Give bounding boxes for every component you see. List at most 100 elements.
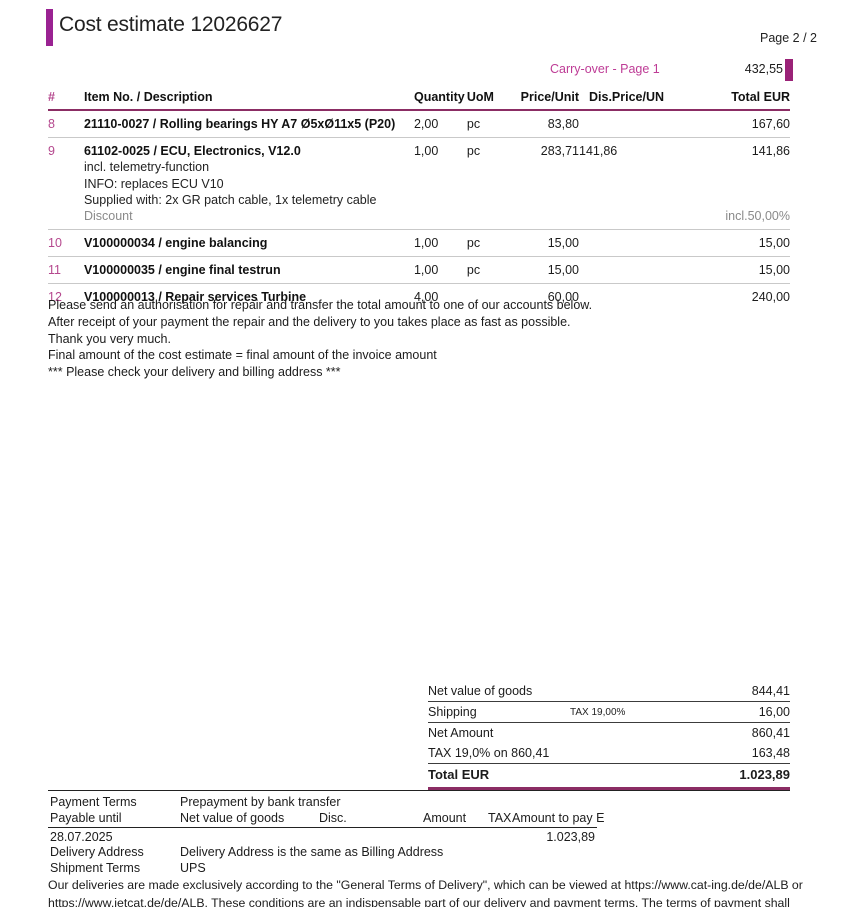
payment-terms-block: Payment Terms Prepayment by bank transfe… — [48, 790, 790, 877]
delivery-address-label: Delivery Address — [50, 845, 144, 859]
footer-line: https://www.jetcat.de/de/ALB. These cond… — [48, 896, 790, 907]
item-description: 61102-0025 / ECU, Electronics, V12.0 — [83, 144, 301, 158]
col-header-num: # — [48, 88, 84, 111]
total-label: Net Amount — [428, 726, 494, 740]
col-header-description: Item No. / Description — [83, 88, 414, 111]
item-price-unit: 15,00 — [520, 228, 579, 256]
total-value: 860,41 — [751, 726, 790, 740]
item-dis-price: 141,86 — [579, 137, 665, 229]
item-uom: pc — [466, 255, 521, 283]
notes-block: Please send an authorisation for repair … — [48, 297, 648, 381]
payment-terms-value: Prepayment by bank transfer — [180, 795, 341, 809]
item-quantity: 1,00 — [413, 255, 467, 283]
total-value: 1.023,89 — [739, 767, 790, 782]
col-header-dis-price: Dis.Price/UN — [579, 88, 665, 111]
carry-over-accent-bar — [785, 59, 793, 81]
item-total: 167,60 — [751, 117, 790, 131]
row-number: 8 — [48, 117, 55, 131]
shipping-tax-note: TAX 19,00% — [570, 707, 626, 718]
item-total: 141,86 — [751, 144, 790, 158]
item-description: V100000035 / engine final testrun — [83, 262, 281, 277]
total-row-net-goods: Net value of goods 844,41 — [428, 681, 790, 702]
footer-legal-text: Our deliveries are made exclusively acco… — [48, 876, 836, 907]
table-row: 9 61102-0025 / ECU, Electronics, V12.0 i… — [48, 137, 790, 229]
items-table: # Item No. / Description Quantity UoM Pr… — [48, 88, 790, 310]
carry-over-label: Carry-over - Page 1 — [550, 62, 660, 76]
item-dis-price — [579, 110, 664, 138]
payment-col-net-goods: Net value of goods — [180, 811, 285, 825]
total-label: Total EUR — [428, 767, 490, 782]
item-quantity: 1,00 — [413, 137, 467, 229]
total-value: 163,48 — [751, 746, 790, 760]
item-total: 240,00 — [664, 282, 790, 310]
note-line: Thank you very much. — [48, 331, 171, 346]
footer-line: Our deliveries are made exclusively acco… — [48, 878, 803, 892]
item-price-unit: 60,00 — [520, 282, 579, 310]
item-description: 21110-0027 / Rolling bearings HY A7 Ø5xØ… — [83, 117, 396, 131]
title-accent-bar — [46, 9, 53, 46]
total-label: TAX 19,0% on 860,41 — [428, 746, 550, 760]
item-discount-value: incl.50,00% — [725, 208, 790, 223]
payable-until-label: Payable until — [50, 811, 122, 825]
item-dis-price — [579, 255, 665, 283]
item-description: V100000013 / Repair services Turbine — [83, 289, 307, 304]
total-row-grand: Total EUR 1.023,89 — [428, 764, 790, 790]
item-uom: pc — [466, 228, 521, 256]
item-uom: pc — [466, 117, 481, 131]
item-uom: pc — [466, 137, 521, 229]
table-row: 12 V100000013 / Repair services Turbine … — [48, 282, 790, 310]
payment-col-tax: TAX — [488, 811, 512, 825]
shipment-terms-label: Shipment Terms — [50, 861, 141, 875]
item-price-unit: 83,80 — [547, 117, 579, 131]
item-dis-price — [579, 282, 665, 310]
item-subline: Supplied with: 2x GR patch cable, 1x tel… — [83, 193, 377, 207]
item-quantity: 4,00 — [413, 282, 467, 310]
item-quantity: 1,00 — [413, 228, 467, 256]
col-header-total-eur: Total EUR — [664, 88, 790, 111]
total-row-shipping: Shipping TAX 19,00% 16,00 — [428, 702, 790, 723]
note-line: *** Please check your delivery and billi… — [48, 365, 341, 380]
total-label: Shipping — [428, 705, 477, 719]
row-number: 9 — [48, 137, 84, 229]
item-quantity: 2,00 — [413, 117, 439, 131]
shipment-terms-value: UPS — [180, 861, 206, 875]
item-subline: INFO: replaces ECU V10 — [83, 176, 224, 191]
total-value: 844,41 — [751, 684, 790, 698]
item-subline: incl. telemetry-function — [83, 160, 210, 174]
payment-underline — [48, 827, 597, 828]
row-number: 11 — [48, 255, 84, 283]
carry-over-value: 432,55 — [744, 62, 783, 76]
item-price-unit: 15,00 — [520, 255, 579, 283]
payment-terms-label: Payment Terms — [50, 795, 137, 809]
row-number: 10 — [48, 228, 84, 256]
payment-col-disc: Disc. — [319, 811, 347, 825]
item-price-unit: 283,71 — [520, 137, 579, 229]
page-title: Cost estimate 12026627 — [59, 13, 283, 36]
item-total: 15,00 — [664, 255, 790, 283]
table-row: 11 V100000035 / engine final testrun 1,0… — [48, 255, 790, 283]
totals-block: Net value of goods 844,41 Shipping TAX 1… — [428, 681, 790, 790]
item-dis-price — [579, 228, 665, 256]
delivery-address-value: Delivery Address is the same as Billing … — [180, 845, 444, 859]
item-description: V100000034 / engine balancing — [83, 235, 268, 250]
note-line: After receipt of your payment the repair… — [48, 314, 571, 329]
items-header-row: # Item No. / Description Quantity UoM Pr… — [48, 88, 790, 111]
item-uom — [466, 282, 521, 310]
table-row: 10 V100000034 / engine balancing 1,00 pc… — [48, 228, 790, 256]
col-header-uom: UoM — [466, 88, 521, 111]
total-value: 16,00 — [758, 705, 790, 719]
item-total: 15,00 — [664, 228, 790, 256]
note-line: Final amount of the cost estimate = fina… — [48, 348, 437, 363]
col-header-price-unit: Price/Unit — [520, 88, 579, 111]
col-header-quantity: Quantity — [413, 88, 467, 111]
amount-to-pay-value: 1.023,89 — [546, 830, 595, 844]
payable-until-date: 28.07.2025 — [50, 830, 113, 844]
item-discount-label: Discount — [83, 208, 133, 223]
total-row-tax: TAX 19,0% on 860,41 163,48 — [428, 743, 790, 764]
payment-col-amount-to-pay: Amount to pay E — [512, 811, 605, 825]
table-row: 8 21110-0027 / Rolling bearings HY A7 Ø5… — [48, 110, 790, 138]
row-number: 12 — [48, 282, 84, 310]
note-line: Please send an authorisation for repair … — [48, 298, 593, 312]
payment-col-amount: Amount — [423, 811, 467, 825]
